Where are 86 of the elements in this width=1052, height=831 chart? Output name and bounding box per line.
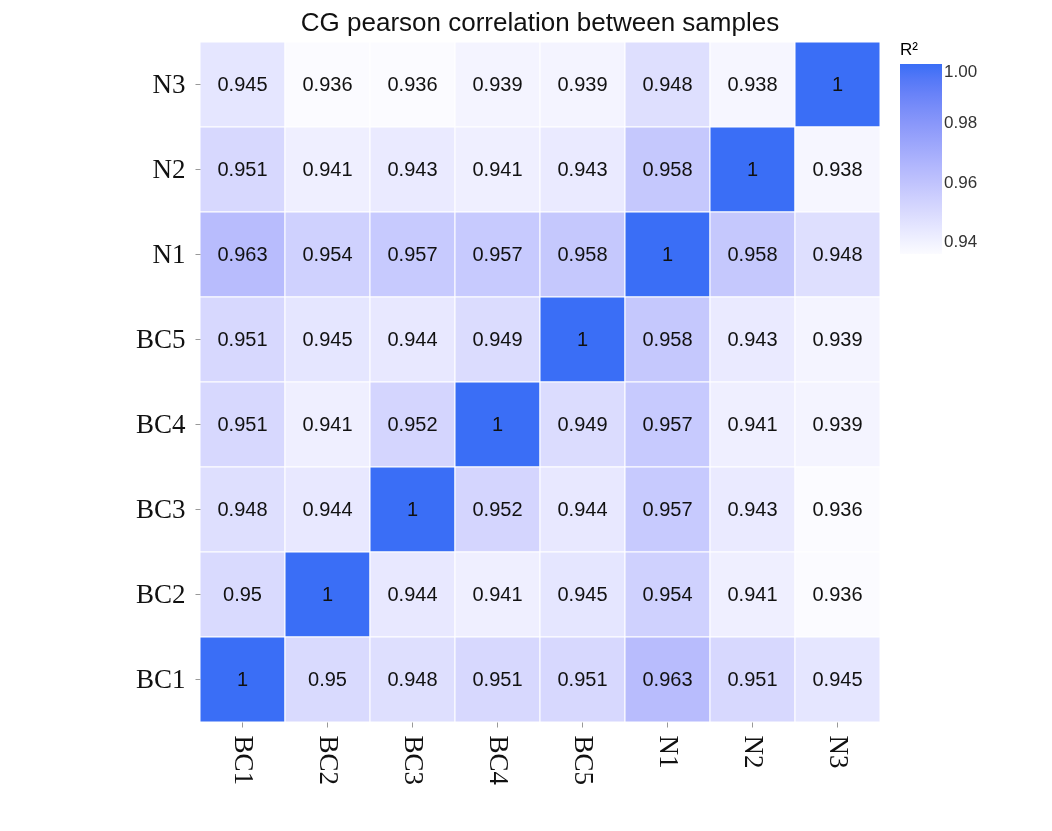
data-label: 0.951 bbox=[217, 412, 268, 435]
data-label: 0.958 bbox=[727, 242, 778, 265]
data-label: 0.945 bbox=[302, 327, 353, 350]
data-label: 0.943 bbox=[727, 327, 778, 350]
data-label: 0.943 bbox=[387, 157, 438, 180]
x-tick-label: BC5 bbox=[568, 735, 599, 786]
data-label: 0.945 bbox=[557, 582, 608, 605]
data-label: 0.952 bbox=[472, 497, 523, 520]
data-label: 0.936 bbox=[812, 582, 863, 605]
y-tick-label: BC3 bbox=[135, 493, 186, 524]
data-label: 0.939 bbox=[812, 412, 863, 435]
data-label: 1 bbox=[831, 72, 844, 95]
data-label: 0.963 bbox=[642, 667, 693, 690]
data-label: 0.948 bbox=[642, 72, 693, 95]
data-label: 0.95 bbox=[223, 582, 262, 605]
y-tick-label: BC2 bbox=[135, 578, 186, 609]
x-tick-label: N3 bbox=[823, 735, 854, 769]
data-label: 0.951 bbox=[217, 157, 268, 180]
data-label: 0.957 bbox=[472, 242, 523, 265]
data-label: 0.951 bbox=[557, 667, 608, 690]
data-label: 0.939 bbox=[557, 72, 608, 95]
color-bar-label: 0.98 bbox=[944, 113, 978, 133]
data-label: 0.936 bbox=[387, 72, 438, 95]
data-label: 0.958 bbox=[642, 157, 693, 180]
data-label: 0.938 bbox=[812, 157, 863, 180]
data-label: 0.957 bbox=[642, 412, 693, 435]
data-label: 0.951 bbox=[217, 327, 268, 350]
x-tick-label: BC2 bbox=[313, 735, 344, 786]
data-label: 0.954 bbox=[302, 242, 353, 265]
legend-title: R² bbox=[900, 40, 919, 59]
data-label: 0.951 bbox=[727, 667, 778, 690]
data-label: 1 bbox=[576, 327, 589, 350]
y-tick-label: BC4 bbox=[135, 408, 186, 439]
data-label: 0.954 bbox=[642, 582, 693, 605]
x-tick-label: BC4 bbox=[483, 735, 514, 786]
data-label: 0.939 bbox=[812, 327, 863, 350]
data-label: 0.948 bbox=[812, 242, 863, 265]
data-label: 1 bbox=[406, 497, 419, 520]
data-label: 0.944 bbox=[387, 327, 438, 350]
x-tick-label: N2 bbox=[738, 735, 769, 769]
data-label: 0.943 bbox=[727, 497, 778, 520]
data-label: 0.941 bbox=[302, 412, 353, 435]
data-label: 0.944 bbox=[387, 582, 438, 605]
x-tick-label: BC3 bbox=[398, 735, 429, 786]
data-label: 0.963 bbox=[217, 242, 268, 265]
data-label: 1 bbox=[661, 242, 674, 265]
data-label: 0.945 bbox=[812, 667, 863, 690]
y-tick-label: BC1 bbox=[135, 663, 186, 694]
data-label: 0.948 bbox=[217, 497, 268, 520]
data-label: 0.948 bbox=[387, 667, 438, 690]
color-bar-label: 0.96 bbox=[944, 172, 978, 192]
y-tick-label: N3 bbox=[152, 68, 186, 99]
y-tick-label: N2 bbox=[152, 153, 186, 184]
x-tick-label: BC1 bbox=[228, 735, 259, 786]
data-label: 0.941 bbox=[302, 157, 353, 180]
data-label: 0.952 bbox=[387, 412, 438, 435]
data-label: 0.949 bbox=[557, 412, 608, 435]
data-label: 0.945 bbox=[217, 72, 268, 95]
y-tick-label: BC5 bbox=[135, 323, 186, 354]
data-label: 1 bbox=[321, 582, 334, 605]
data-label: 0.944 bbox=[557, 497, 608, 520]
data-label: 0.941 bbox=[472, 582, 523, 605]
y-tick-label: N1 bbox=[152, 238, 186, 269]
data-label: 0.949 bbox=[472, 327, 523, 350]
data-label: 0.958 bbox=[557, 242, 608, 265]
x-tick-label: N1 bbox=[653, 735, 684, 769]
data-label: 0.936 bbox=[302, 72, 353, 95]
data-label: 0.941 bbox=[727, 582, 778, 605]
color-bar-label: 1.00 bbox=[944, 62, 978, 81]
data-label: 0.957 bbox=[387, 242, 438, 265]
data-label: 0.958 bbox=[642, 327, 693, 350]
data-label: 1 bbox=[236, 667, 249, 690]
data-label: 0.936 bbox=[812, 497, 863, 520]
data-label: 1 bbox=[491, 412, 504, 435]
data-label: 0.943 bbox=[557, 157, 608, 180]
color-bar-label: 0.94 bbox=[944, 232, 978, 252]
data-label: 0.938 bbox=[727, 72, 778, 95]
data-label: 0.941 bbox=[472, 157, 523, 180]
data-label: 0.95 bbox=[308, 667, 347, 690]
data-label: 0.944 bbox=[302, 497, 353, 520]
data-label: 0.951 bbox=[472, 667, 523, 690]
data-label: 0.939 bbox=[472, 72, 523, 95]
chart-title: CG pearson correlation between samples bbox=[300, 6, 780, 37]
data-label: 1 bbox=[746, 157, 759, 180]
data-label: 0.957 bbox=[642, 497, 693, 520]
data-label: 0.941 bbox=[727, 412, 778, 435]
